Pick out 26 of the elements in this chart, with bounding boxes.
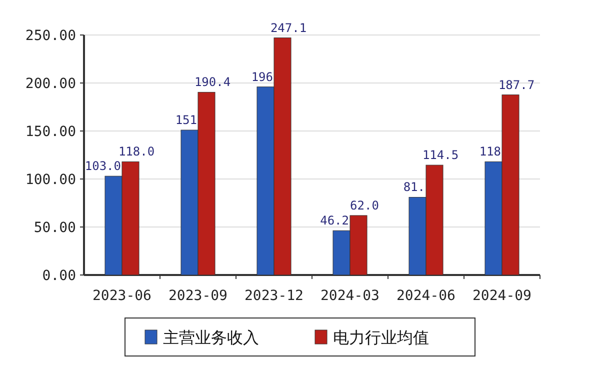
- data-label: 62.0: [350, 198, 379, 212]
- data-label: 196: [251, 70, 273, 84]
- data-label: 118: [479, 144, 501, 159]
- y-tick-label: 150.00: [25, 124, 76, 140]
- data-label: 151: [175, 113, 197, 128]
- data-label: 190.4: [194, 75, 231, 90]
- data-label: 103.0: [84, 159, 121, 174]
- x-tick-label: 2024-09: [472, 288, 532, 304]
- data-label: 187.7: [498, 78, 535, 92]
- legend-label: 主营业务收入: [163, 328, 259, 347]
- x-tick-label: 2023-06: [92, 288, 152, 304]
- data-label: 46.2: [320, 214, 349, 228]
- y-tick-label: 100.00: [25, 172, 76, 188]
- data-label: 114.5: [422, 148, 459, 162]
- y-tick-label: 200.00: [25, 76, 76, 92]
- y-tick-label: 50.00: [34, 220, 76, 236]
- x-tick-label: 2024-03: [320, 288, 380, 304]
- x-tick-label: 2023-12: [244, 288, 304, 304]
- y-tick-label: 250.00: [25, 28, 76, 44]
- x-tick-label: 2023-09: [168, 288, 228, 304]
- y-tick-label: 0.00: [42, 268, 76, 284]
- data-label: 247.1: [270, 20, 307, 35]
- legend-label: 电力行业均值: [333, 328, 429, 347]
- data-label: 81.: [403, 180, 425, 194]
- data-label: 118.0: [118, 144, 155, 159]
- x-tick-label: 2024-06: [396, 288, 456, 304]
